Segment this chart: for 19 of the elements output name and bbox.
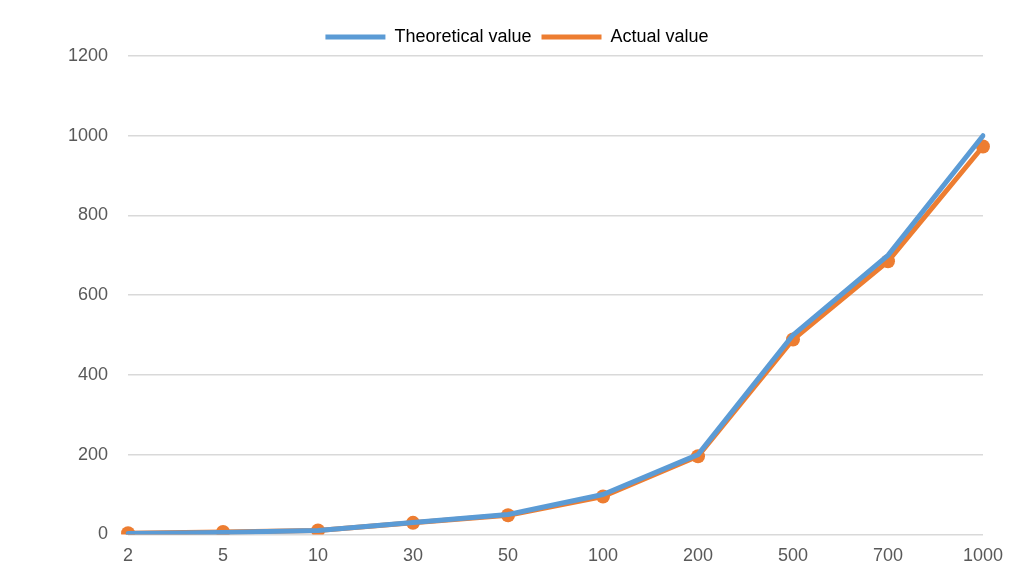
y-tick-label: 800 [78,204,109,225]
x-tick-label: 30 [403,545,424,566]
y-tick-label: 0 [98,523,109,544]
legend-label: Actual value [610,25,709,46]
x-tick-label: 700 [872,545,904,566]
y-tick-label: 1000 [68,124,109,145]
x-tick-label: 2 [123,545,134,566]
y-tick-label: 1200 [68,44,109,65]
legend-label: Theoretical value [394,25,532,46]
x-tick-label: 100 [587,545,619,566]
x-tick-label: 10 [308,545,329,566]
y-tick-label: 400 [78,363,109,384]
x-tick-label: 1000 [962,545,1003,566]
x-tick-label: 200 [682,545,714,566]
y-tick-label: 200 [78,443,109,464]
x-tick-label: 50 [498,545,519,566]
x-tick-label: 500 [777,545,809,566]
x-tick-label: 5 [218,545,229,566]
y-tick-label: 600 [78,284,109,305]
